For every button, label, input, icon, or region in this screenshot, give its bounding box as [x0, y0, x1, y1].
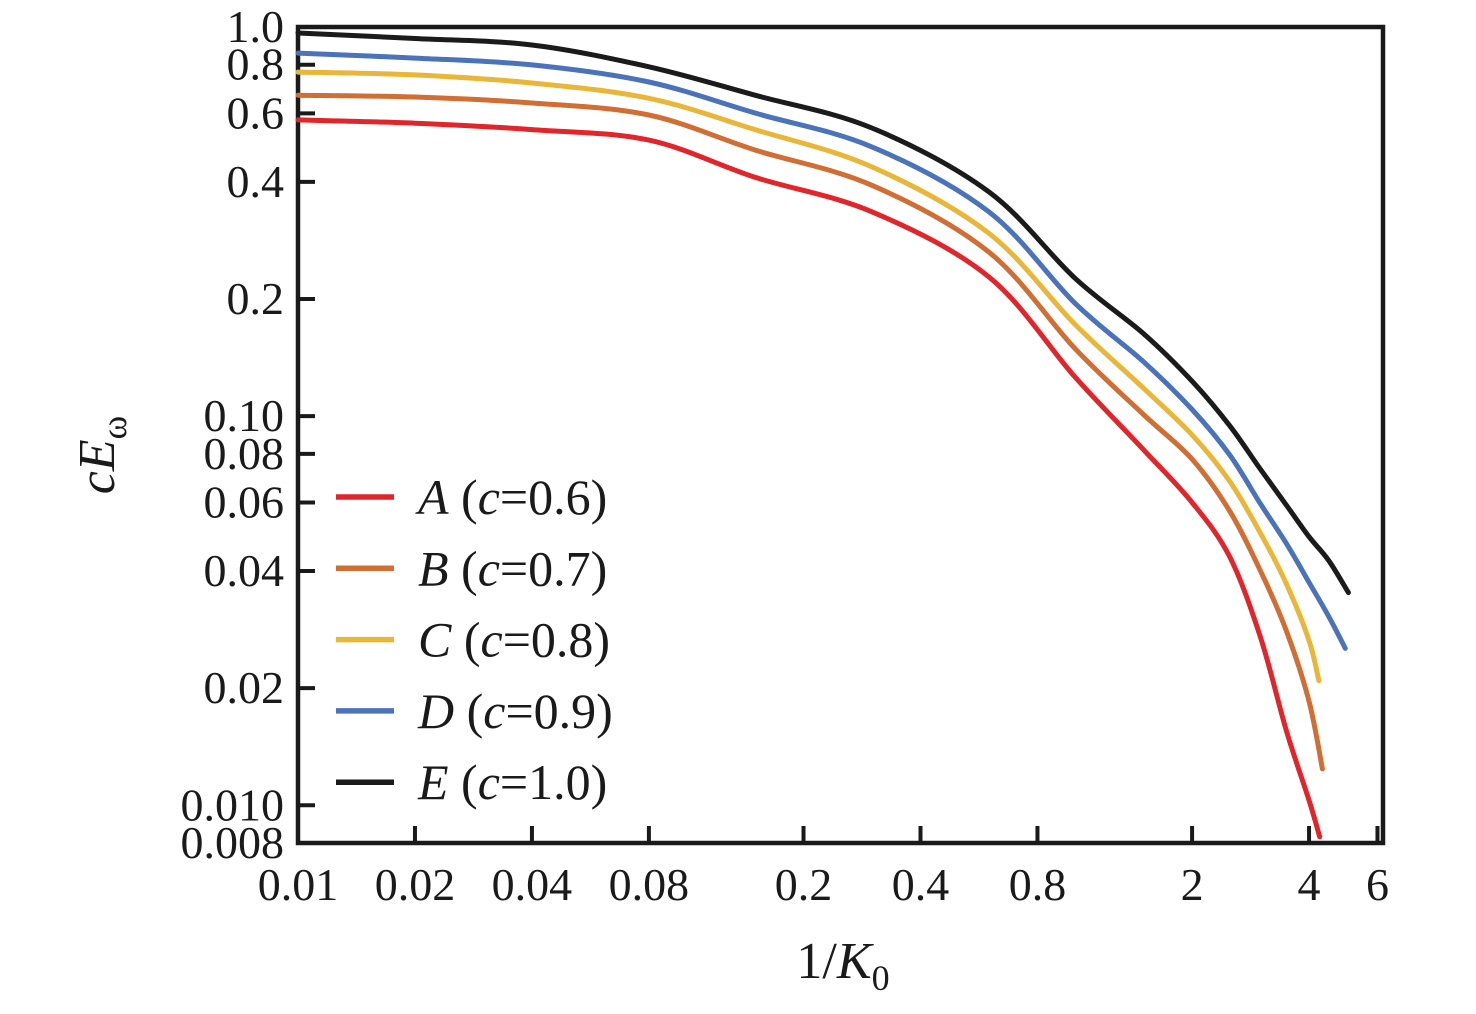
y-axis-title-text: cEω	[69, 416, 134, 495]
y-tick-label: 0.008	[181, 817, 285, 868]
curve-C	[295, 69, 1322, 684]
y-tick-label: 0.04	[204, 545, 285, 596]
legend-label-A: A (c=0.6)	[415, 469, 607, 525]
curve-E	[295, 30, 1351, 596]
y-tick-label: 0.8	[227, 39, 285, 90]
plot-frame-box	[295, 24, 1386, 846]
y-tick-label: 1.0	[227, 1, 285, 52]
curve-A	[295, 117, 1323, 840]
legend-label-B: B (c=0.7)	[418, 540, 607, 596]
legend: A (c=0.6) B (c=0.7) C (c=0.8) D (c=0.9) E (c…	[336, 469, 613, 810]
x-axis-ticks	[296, 826, 1380, 843]
y-tick-label: 0.010	[181, 779, 285, 830]
y-tick-label: 0.4	[227, 156, 285, 207]
y-tick-label: 0.02	[204, 662, 285, 713]
y-tick-label: 0.10	[204, 390, 285, 441]
y-axis-title: cEω	[69, 416, 134, 495]
x-tick-label: 6	[1366, 859, 1389, 910]
plot-frame	[295, 24, 1386, 846]
legend-label-D: D (c=0.9)	[417, 683, 613, 739]
legend-label-C: C (c=0.8)	[418, 612, 610, 668]
x-axis-title-text: 1/K0	[796, 933, 889, 998]
x-tick-labels: 0.01 0.02 0.04 0.08 0.2 0.4 0.8 2 4 6	[258, 859, 1389, 910]
curves	[295, 30, 1351, 840]
y-tick-label: 0.06	[204, 476, 285, 527]
curve-B	[295, 92, 1325, 772]
curve-D	[295, 50, 1348, 651]
y-tick-label: 0.6	[227, 87, 285, 138]
x-tick-label: 0.01	[258, 859, 339, 910]
x-tick-label: 0.4	[892, 859, 950, 910]
x-tick-label: 0.04	[492, 859, 573, 910]
y-axis-ticks	[298, 25, 315, 845]
x-axis-title: 1/K0	[796, 933, 889, 998]
y-tick-labels: 1.00.80.6 0.4 0.2 0.100.080.06 0.04 0.02 0.010…	[181, 1, 285, 868]
x-tick-label: 2	[1181, 859, 1204, 910]
x-tick-label: 0.8	[1009, 859, 1067, 910]
legend-label-E: E (c=1.0)	[417, 754, 607, 810]
y-tick-label: 0.08	[204, 428, 285, 479]
x-tick-label: 0.08	[609, 859, 690, 910]
y-tick-label: 0.2	[227, 273, 285, 324]
x-tick-label: 4	[1298, 859, 1321, 910]
x-tick-label: 0.02	[375, 859, 456, 910]
x-tick-label: 0.2	[775, 859, 833, 910]
